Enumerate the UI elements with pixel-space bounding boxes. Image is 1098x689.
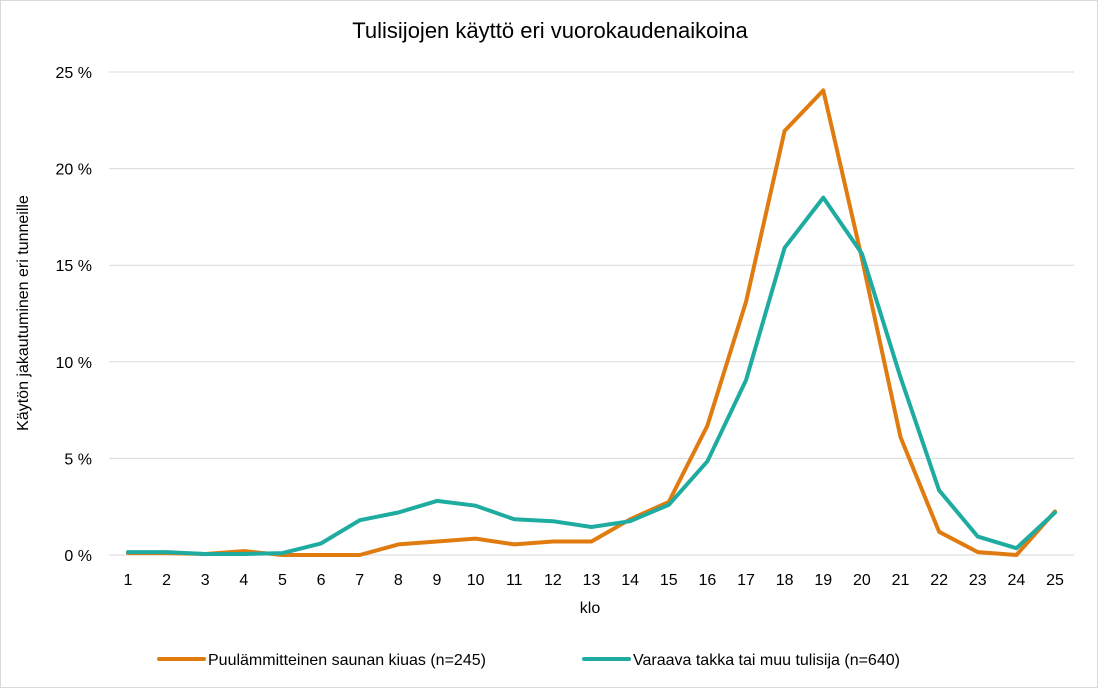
chart-title: Tulisijojen käyttö eri vuorokaudenaikoin… — [352, 18, 748, 43]
x-tick-label: 1 — [124, 572, 133, 589]
x-tick-label: 14 — [621, 572, 639, 589]
x-tick-label: 6 — [317, 572, 326, 589]
y-tick-label: 15 % — [56, 258, 92, 275]
x-tick-label: 18 — [776, 572, 794, 589]
x-tick-label: 25 — [1046, 572, 1064, 589]
x-tick-label: 22 — [930, 572, 948, 589]
x-tick-label: 16 — [698, 572, 716, 589]
series-line-2 — [126, 195, 1057, 556]
series-line-1 — [126, 88, 1057, 557]
x-tick-label: 21 — [892, 572, 910, 589]
gridlines — [109, 71, 1074, 556]
x-tick-labels: 1 2 3 4 5 6 7 8 9 10 11 12 13 14 15 16 17 18 19 20 21 22 23 24 2… — [124, 572, 1064, 589]
x-tick-label: 15 — [660, 572, 678, 589]
x-tick-label: 5 — [278, 572, 287, 589]
x-tick-label: 20 — [853, 572, 871, 589]
legend-label: Varaava takka tai muu tulisija (n=640) — [633, 652, 900, 669]
x-tick-label: 24 — [1007, 572, 1025, 589]
y-tick-label: 10 % — [56, 355, 92, 372]
y-tick-labels: 0 % 5 % 10 % 15 % 20 % 25 % — [56, 65, 92, 565]
x-tick-label: 17 — [737, 572, 755, 589]
x-tick-label: 23 — [969, 572, 987, 589]
legend-item-1: Puulämmitteinen saunan kiuas (n=245) — [157, 652, 486, 669]
x-tick-label: 8 — [394, 572, 403, 589]
y-tick-label: 25 % — [56, 65, 92, 82]
x-tick-label: 4 — [239, 572, 248, 589]
y-axis-label: Käytön jakautuminen eri tunneille — [15, 195, 32, 431]
x-tick-label: 19 — [814, 572, 832, 589]
y-tick-label: 5 % — [64, 451, 92, 468]
series-lines — [126, 88, 1057, 557]
x-tick-label: 3 — [201, 572, 210, 589]
x-tick-label: 12 — [544, 572, 562, 589]
x-axis-label: klo — [580, 600, 601, 617]
legend: Puulämmitteinen saunan kiuas (n=245) Vara… — [157, 652, 900, 669]
legend-label: Puulämmitteinen saunan kiuas (n=245) — [208, 652, 486, 669]
x-tick-label: 11 — [506, 572, 523, 589]
legend-item-2: Varaava takka tai muu tulisija (n=640) — [582, 652, 900, 669]
x-tick-label: 2 — [162, 572, 171, 589]
y-tick-label: 20 % — [56, 162, 92, 179]
x-tick-label: 10 — [467, 572, 485, 589]
x-tick-label: 7 — [355, 572, 364, 589]
x-tick-label: 9 — [433, 572, 442, 589]
x-tick-label: 13 — [583, 572, 601, 589]
y-tick-label: 0 % — [64, 548, 92, 565]
